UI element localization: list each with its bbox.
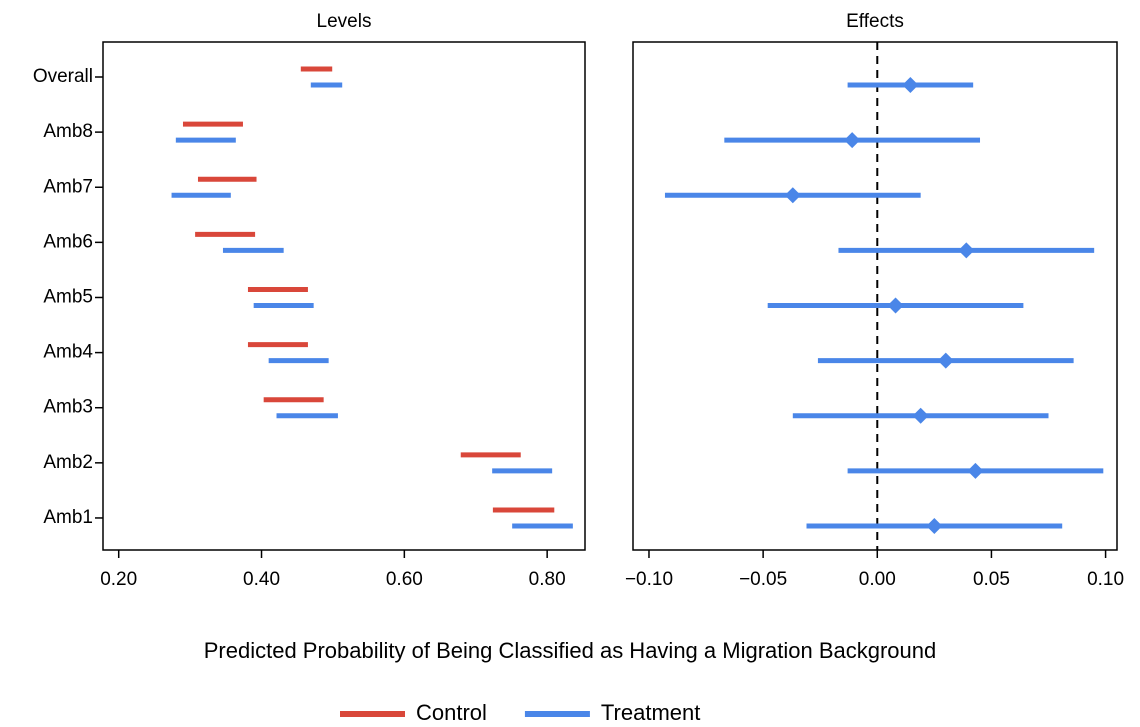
legend-label: Control [416, 700, 487, 725]
legend-label: Treatment [601, 700, 700, 725]
x-tick-label: 0.40 [243, 569, 280, 590]
y-tick-label: Amb1 [43, 507, 93, 528]
y-tick-label: Amb7 [43, 176, 93, 197]
y-tick-label: Amb8 [43, 121, 93, 142]
y-tick-label: Amb5 [43, 286, 93, 307]
x-tick-label: 0.00 [859, 569, 896, 590]
plot-frame [102, 41, 586, 551]
x-tick-label: 0.20 [100, 569, 137, 590]
point-marker [967, 462, 984, 479]
x-tick-label: 0.10 [1087, 569, 1124, 590]
point-marker [926, 517, 943, 534]
y-tick-label: Overall [33, 66, 93, 87]
point-marker [887, 297, 904, 314]
point-marker [784, 187, 801, 204]
point-marker [912, 407, 929, 424]
x-axis-label: Predicted Probability of Being Classifie… [204, 638, 937, 663]
x-tick-label: −0.05 [739, 569, 787, 590]
x-tick-label: 0.05 [973, 569, 1010, 590]
y-tick-label: Amb4 [43, 342, 93, 363]
x-tick-label: 0.60 [386, 569, 423, 590]
point-marker [958, 242, 975, 259]
point-marker [902, 77, 919, 93]
x-tick-label: 0.80 [529, 569, 566, 590]
panel-title: Levels [317, 11, 372, 32]
x-tick-label: −0.10 [625, 569, 673, 590]
y-tick-label: Amb6 [43, 231, 93, 252]
y-tick-label: Amb3 [43, 397, 93, 418]
panel-title: Effects [846, 11, 904, 32]
y-tick-label: Amb2 [43, 452, 93, 473]
plot-frame [632, 41, 1118, 551]
point-marker [937, 352, 954, 369]
point-marker [844, 132, 861, 149]
